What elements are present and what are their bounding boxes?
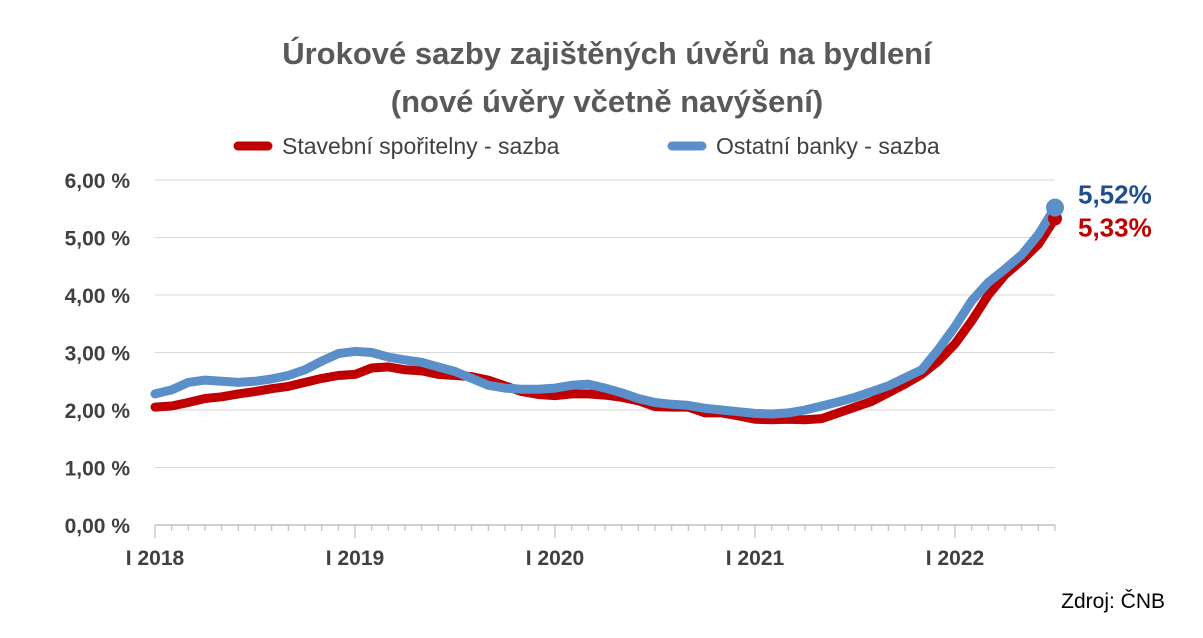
end-label-stavebni: 5,33% <box>1078 213 1152 243</box>
series-line-ostatni <box>150 203 1060 419</box>
legend-label-stavebni: Stavební spořitelny - sazba <box>282 133 560 159</box>
end-label-ostatni: 5,52% <box>1078 180 1152 210</box>
end-marker-ostatni <box>1046 198 1064 217</box>
x-tick-label-3: I 2021 <box>726 547 785 570</box>
x-tick-label-0: I 2018 <box>126 547 185 570</box>
x-axis: I 2018 I 2019 I 2020 I 2021 I 2022 <box>126 524 1056 570</box>
y-tick-label-1: 1,00 % <box>65 458 131 481</box>
legend: Stavební spořitelny - sazba Ostatní bank… <box>233 133 940 159</box>
y-tick-label-2: 2,00 % <box>65 400 131 423</box>
x-tick-label-2: I 2020 <box>526 547 584 570</box>
series-lines <box>150 198 1064 425</box>
legend-label-ostatni: Ostatní banky - sazba <box>716 133 940 159</box>
chart-title-line2: (nové úvěry včetně navýšení) <box>391 84 823 119</box>
source-note: Zdroj: ČNB <box>1061 590 1165 613</box>
y-tick-label-3: 3,00 % <box>65 343 131 366</box>
end-labels: 5,52%5,33% <box>1078 180 1152 243</box>
x-tick-label-4: I 2022 <box>926 547 984 570</box>
chart-title-line1: Úrokové sazby zajištěných úvěrů na bydle… <box>282 35 933 71</box>
y-tick-label-5: 5,00 % <box>65 228 131 251</box>
series-line-stavebni <box>150 214 1060 425</box>
y-tick-label-6: 6,00 % <box>65 170 131 193</box>
x-tick-label-1: I 2019 <box>326 547 384 570</box>
y-tick-label-4: 4,00 % <box>65 285 131 308</box>
y-axis-ticks: 0,00 % 1,00 % 2,00 % 3,00 % 4,00 % 5,00 % 6,00… <box>65 170 131 538</box>
gridlines <box>155 179 1055 468</box>
y-tick-label-0: 0,00 % <box>65 515 131 538</box>
